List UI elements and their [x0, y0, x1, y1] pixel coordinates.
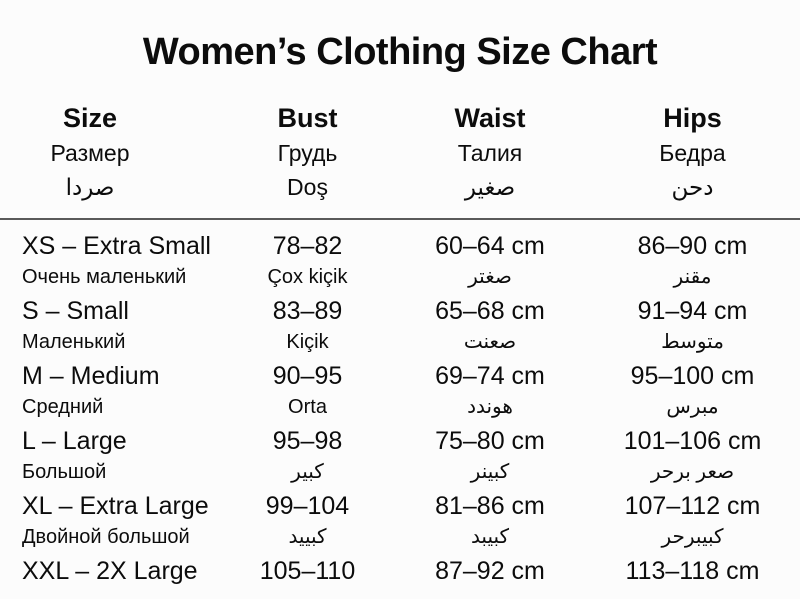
- hips-translation: كبيبرحر: [661, 526, 724, 548]
- hips-cell: 95–100 cm مبرس: [605, 360, 780, 422]
- waist-translation: صعنت: [463, 331, 517, 353]
- waist-cell: 87–92 cm: [375, 555, 605, 587]
- bust-translation: كبير: [291, 461, 324, 483]
- size-translation: Двойной большой: [22, 526, 190, 548]
- table-row: XS – Extra Small Очень маленький 78–82 Ç…: [0, 230, 780, 292]
- size-cell: XS – Extra Small Очень маленький: [0, 230, 240, 292]
- hips-cell: 107–112 cm كبيبرحر: [605, 490, 780, 552]
- bust-cell: 83–89 Kiçik: [240, 295, 375, 357]
- bust-translation: Orta: [288, 396, 327, 418]
- hips-cell: 101–106 cm صعر برحر: [605, 425, 780, 487]
- bust-translation: Çox kiçik: [267, 266, 348, 288]
- bust-cell: 95–98 كبير: [240, 425, 375, 487]
- hips-translation: مبرس: [666, 396, 719, 418]
- size-translation: Маленький: [22, 331, 126, 353]
- waist-value: 60–64 cm: [435, 232, 545, 260]
- bust-cell: 99–104 كبييد: [240, 490, 375, 552]
- column-header-size: Size Размер صردا: [0, 100, 240, 204]
- bust-value: 99–104: [265, 492, 350, 520]
- size-translation: Очень маленький: [22, 266, 187, 288]
- page-title: Women’s Clothing Size Chart: [142, 31, 658, 73]
- bust-translation: كبييد: [288, 526, 327, 548]
- hips-value: 86–90 cm: [637, 232, 748, 260]
- table-row: L – Large Большой 95–98 كبير 75–80 cm كب…: [0, 425, 780, 487]
- waist-translation: كبينر: [470, 461, 510, 483]
- size-value: XS – Extra Small: [22, 232, 211, 260]
- hips-translation: متوسط: [661, 331, 724, 353]
- waist-translation: هوندد: [467, 396, 513, 418]
- table-header: Size Размер صردا Bust Грудь Doş Waist Та…: [0, 100, 780, 204]
- bust-cell: 105–110: [240, 555, 375, 587]
- column-header-hips-ru: Бедра: [659, 140, 726, 166]
- column-header-bust: Bust Грудь Doş: [240, 100, 375, 204]
- column-header-size-ru: Размер: [50, 140, 130, 166]
- size-translation: Большой: [22, 461, 107, 483]
- size-cell: XL – Extra Large Двойной большой: [0, 490, 240, 552]
- hips-value: 107–112 cm: [624, 492, 761, 520]
- hips-cell: 113–118 cm: [605, 555, 780, 587]
- column-header-waist-ru: Талия: [457, 140, 523, 166]
- table-row: XXL – 2X Large 105–110 87–92 cm 113–118 …: [0, 555, 780, 587]
- bust-cell: 90–95 Orta: [240, 360, 375, 422]
- waist-value: 87–92 cm: [435, 557, 545, 585]
- size-translation: Средний: [22, 396, 104, 418]
- hips-value: 113–118 cm: [625, 557, 760, 585]
- hips-value: 91–94 cm: [637, 297, 748, 325]
- waist-cell: 65–68 cm صعنت: [375, 295, 605, 357]
- size-value: XXL – 2X Large: [22, 557, 198, 585]
- column-header-size-en: Size: [62, 103, 118, 133]
- column-header-hips-en: Hips: [663, 103, 722, 133]
- hips-cell: 86–90 cm مقنر: [605, 230, 780, 292]
- hips-value: 95–100 cm: [630, 362, 755, 390]
- table-body: XS – Extra Small Очень маленький 78–82 Ç…: [0, 220, 800, 587]
- table-row: XL – Extra Large Двойной большой 99–104 …: [0, 490, 780, 552]
- waist-cell: 60–64 cm صغتر: [375, 230, 605, 292]
- waist-cell: 81–86 cm كبيبد: [375, 490, 605, 552]
- size-cell: S – Small Маленький: [0, 295, 240, 357]
- bust-translation: Kiçik: [286, 331, 329, 353]
- column-header-waist-alt: صغير: [464, 174, 516, 200]
- waist-cell: 75–80 cm كبينر: [375, 425, 605, 487]
- header-divider: [0, 218, 800, 220]
- waist-value: 69–74 cm: [435, 362, 545, 390]
- table-row: M – Medium Средний 90–95 Orta 69–74 cm ه…: [0, 360, 780, 422]
- table-row: S – Small Маленький 83–89 Kiçik 65–68 cm…: [0, 295, 780, 357]
- bust-value: 90–95: [272, 362, 343, 390]
- hips-translation: صعر برحر: [650, 461, 735, 483]
- waist-value: 81–86 cm: [435, 492, 545, 520]
- waist-value: 75–80 cm: [435, 427, 545, 455]
- hips-value: 101–106 cm: [623, 427, 762, 455]
- column-header-size-alt: صردا: [65, 174, 115, 200]
- size-value: XL – Extra Large: [22, 492, 209, 520]
- column-header-hips-alt: دحن: [671, 174, 714, 200]
- size-value: M – Medium: [22, 362, 160, 390]
- bust-value: 105–110: [259, 557, 356, 585]
- bust-cell: 78–82 Çox kiçik: [240, 230, 375, 292]
- column-header-waist-en: Waist: [454, 103, 526, 133]
- column-header-hips: Hips Бедра دحن: [605, 100, 780, 204]
- column-header-bust-en: Bust: [277, 103, 338, 133]
- size-value: L – Large: [22, 427, 127, 455]
- column-header-bust-alt: Doş: [287, 174, 328, 200]
- column-header-bust-ru: Грудь: [277, 140, 338, 166]
- bust-value: 95–98: [272, 427, 343, 455]
- size-value: S – Small: [22, 297, 129, 325]
- size-cell: M – Medium Средний: [0, 360, 240, 422]
- waist-translation: صغتر: [468, 266, 512, 288]
- column-header-waist: Waist Талия صغير: [375, 100, 605, 204]
- hips-cell: 91–94 cm متوسط: [605, 295, 780, 357]
- waist-cell: 69–74 cm هوندد: [375, 360, 605, 422]
- waist-translation: كبيبد: [470, 526, 510, 548]
- bust-value: 78–82: [272, 232, 343, 260]
- size-cell: XXL – 2X Large: [0, 555, 240, 587]
- bust-value: 83–89: [272, 297, 343, 325]
- size-cell: L – Large Большой: [0, 425, 240, 487]
- waist-value: 65–68 cm: [435, 297, 545, 325]
- hips-translation: مقنر: [673, 266, 712, 288]
